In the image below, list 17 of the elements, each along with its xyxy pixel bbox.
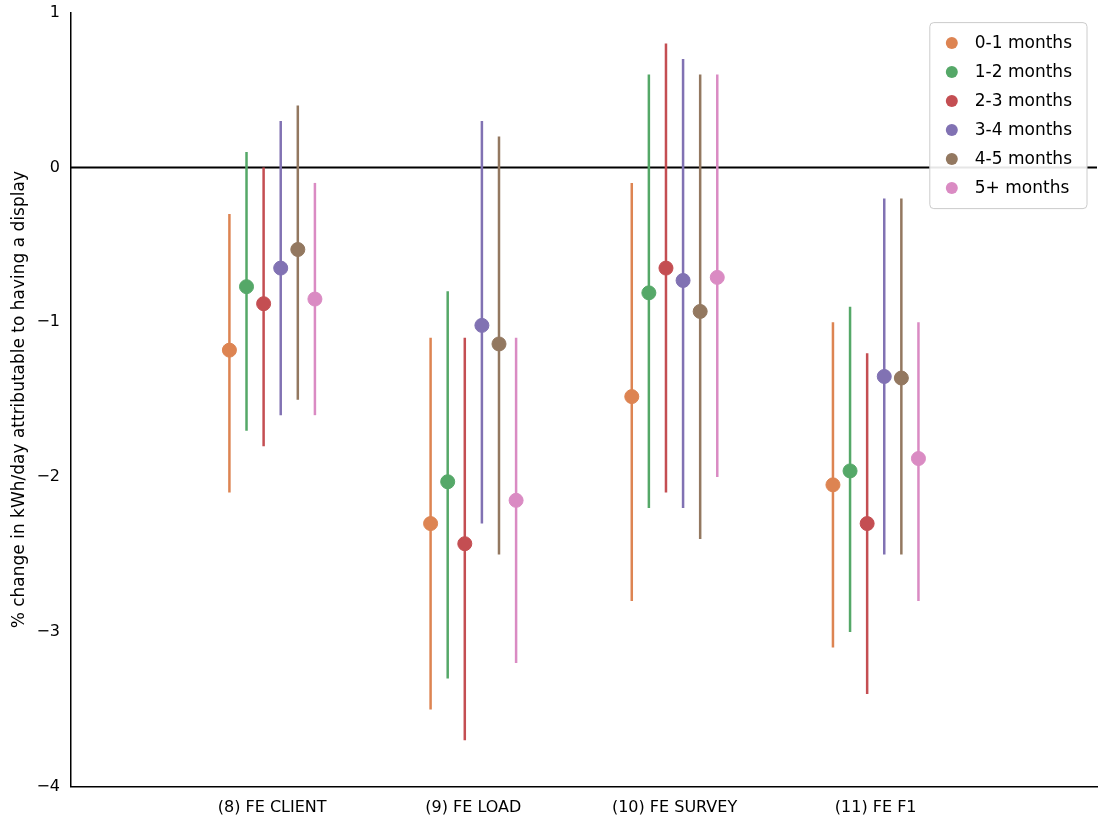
- legend-label: 0-1 months: [974, 31, 1073, 52]
- legend-label: 2-3 months: [974, 89, 1073, 110]
- legend-label: 4-5 months: [974, 147, 1073, 168]
- y-tick-label: −1: [36, 311, 60, 331]
- y-tick-label: −4: [36, 775, 60, 795]
- x-tick-label: (10) FE SURVEY: [611, 796, 738, 816]
- x-tick-label: (11) FE F1: [834, 796, 917, 816]
- y-tick-label: −3: [36, 621, 60, 641]
- legend-label: 5+ months: [974, 176, 1070, 197]
- y-tick-label: −2: [36, 466, 60, 486]
- legend-label: 1-2 months: [974, 60, 1073, 81]
- y-axis-title: % change in kWh/day attributable to having a display: [7, 171, 28, 629]
- y-tick-label: 0: [49, 156, 60, 176]
- legend-label: 3-4 months: [974, 118, 1073, 139]
- y-tick-label: 1: [49, 1, 60, 21]
- x-tick-label: (9) FE LOAD: [425, 796, 522, 816]
- x-tick-label: (8) FE CLIENT: [217, 796, 327, 816]
